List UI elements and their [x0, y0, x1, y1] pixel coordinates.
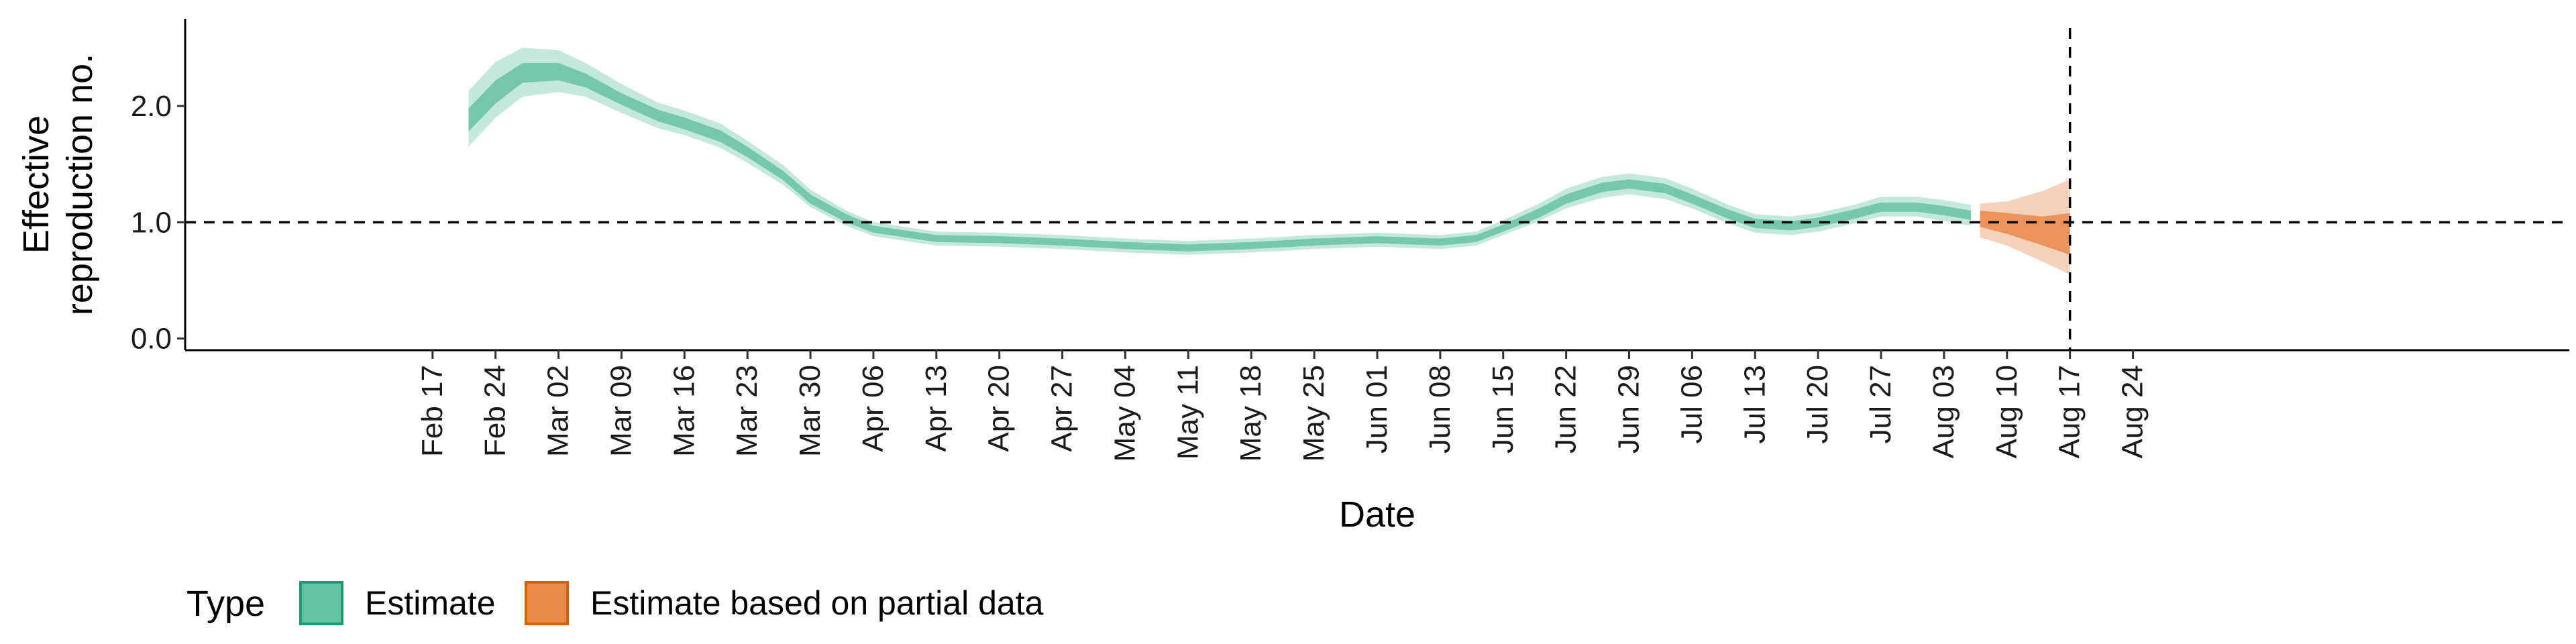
- x-tick-label: Jun 08: [1424, 365, 1456, 453]
- y-ticks: 0.0 1.0 2.0: [131, 90, 185, 356]
- x-tick-label: May 04: [1109, 365, 1142, 462]
- x-tick-label: Aug 03: [1927, 365, 1960, 458]
- x-tick-label: Feb 17: [416, 365, 449, 457]
- x-tick-label: Jul 13: [1738, 365, 1771, 443]
- x-tick-label: Apr 20: [983, 365, 1016, 452]
- x-tick-label: Jul 20: [1801, 365, 1834, 443]
- x-tick-label: Jun 29: [1613, 365, 1646, 453]
- legend-title: Type: [186, 584, 265, 624]
- y-tick-label: 1.0: [131, 206, 172, 239]
- legend-key-partial: [525, 581, 569, 625]
- legend: Type Estimate Estimate based on partial …: [186, 581, 1044, 625]
- reference-lines: [185, 28, 2569, 350]
- y-tick-label: 0.0: [131, 323, 172, 356]
- legend-label-estimate: Estimate: [365, 584, 496, 622]
- x-tick-label: Mar 09: [604, 365, 637, 457]
- y-tick-label: 2.0: [131, 90, 172, 123]
- x-tick-label: Jul 27: [1864, 365, 1897, 443]
- x-tick-label: May 25: [1297, 365, 1330, 462]
- x-tick-label: Mar 30: [794, 365, 826, 457]
- x-tick-label: May 18: [1234, 365, 1267, 462]
- x-tick-label: Jun 22: [1550, 365, 1582, 453]
- x-tick-label: Jun 15: [1487, 365, 1519, 453]
- legend-label-partial: Estimate based on partial data: [590, 584, 1044, 622]
- x-tick-label: Mar 16: [667, 365, 700, 457]
- legend-key-estimate: [299, 581, 343, 625]
- x-tick-label: Aug 24: [2116, 365, 2149, 458]
- x-tick-label: Jul 06: [1675, 365, 1708, 443]
- y-axis-title-line-1: Effective: [16, 115, 56, 254]
- x-axis-title: Date: [1339, 494, 1415, 535]
- x-tick-label: Feb 24: [479, 365, 512, 457]
- x-ticks: Feb 17 Feb 24 Mar 02 Mar 09 Mar 16 Mar 23 Mar …: [416, 350, 2149, 462]
- x-tick-label: Apr 27: [1046, 365, 1079, 452]
- x-tick-label: Mar 23: [731, 365, 763, 457]
- x-tick-label: Aug 10: [1990, 365, 2023, 458]
- x-tick-label: Apr 13: [920, 365, 953, 452]
- x-tick-label: May 11: [1171, 365, 1204, 460]
- x-tick-label: Mar 02: [542, 365, 575, 457]
- y-axis-title-line-2: reproduction no.: [60, 54, 100, 315]
- x-tick-label: Apr 06: [857, 365, 890, 452]
- x-tick-label: Aug 17: [2053, 365, 2086, 458]
- x-tick-label: Jun 01: [1360, 365, 1393, 453]
